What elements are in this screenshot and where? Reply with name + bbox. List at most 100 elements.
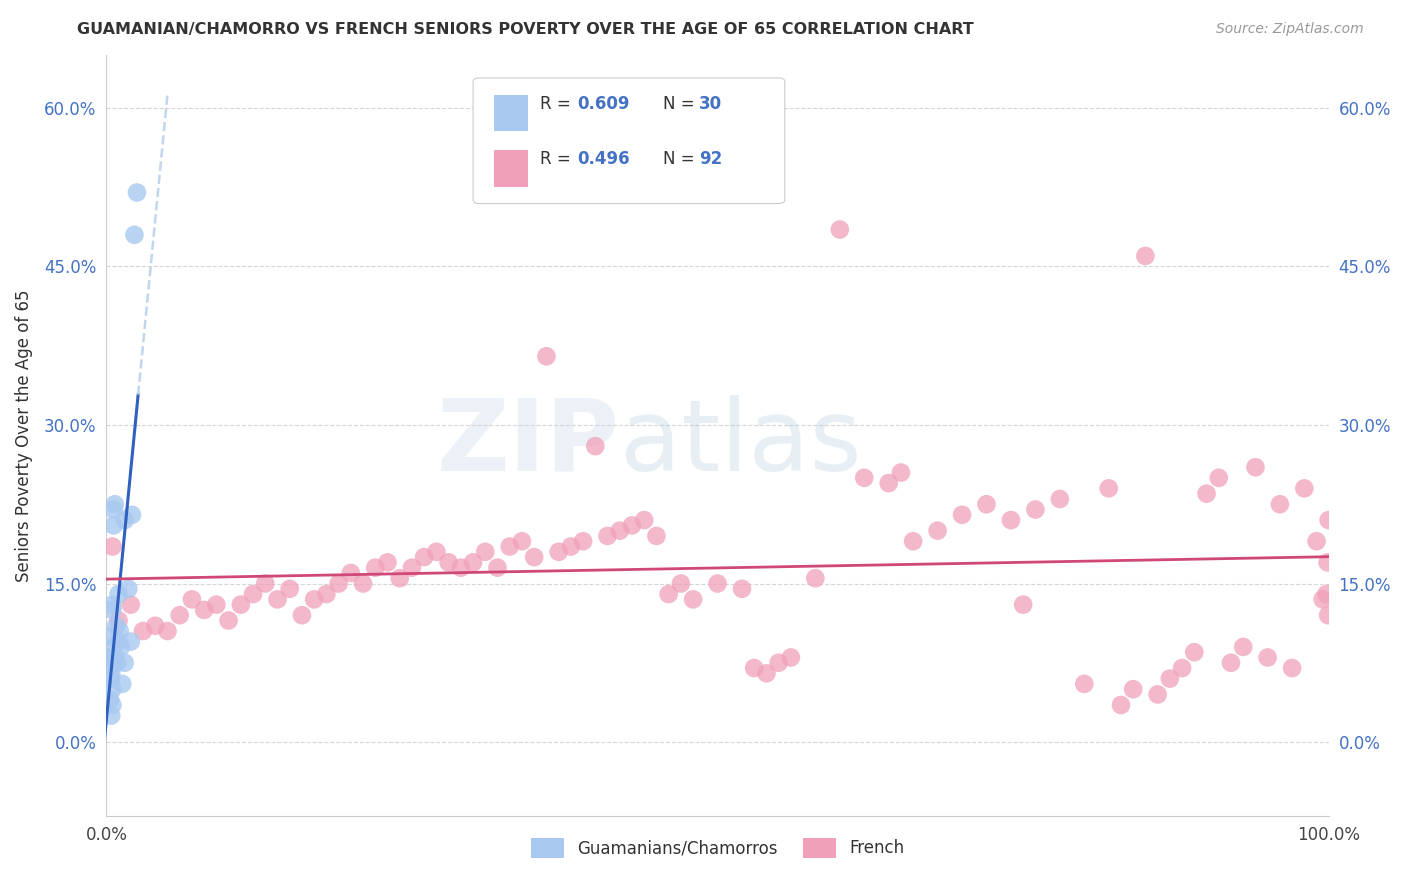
Point [291,608,314,623]
Point [103,518,125,533]
Point [107,634,129,648]
Point [572,534,595,549]
Point [768,656,790,670]
Point [877,476,900,491]
Point [125,186,148,200]
Point [413,550,436,565]
Text: Source: ZipAtlas.com: Source: ZipAtlas.com [1216,22,1364,37]
Point [101,698,124,712]
Point [169,608,191,623]
Point [105,656,128,670]
Point [328,576,350,591]
Point [706,576,728,591]
Point [124,227,146,242]
Point [302,592,325,607]
Point [1257,650,1279,665]
Point [523,550,546,565]
Point [101,682,124,697]
Point [1024,502,1046,516]
Text: 92: 92 [699,150,723,169]
Point [340,566,363,580]
Point [1268,497,1291,511]
Point [180,592,202,607]
Point [388,571,411,585]
Point [474,545,496,559]
Point [1109,698,1132,712]
Point [547,545,569,559]
Point [143,619,166,633]
Point [499,540,522,554]
Point [1305,534,1327,549]
Point [1195,486,1218,500]
Point [596,529,619,543]
Point [890,466,912,480]
Point [609,524,631,538]
Point [1122,682,1144,697]
Point [510,534,533,549]
Point [114,513,136,527]
Point [110,640,132,654]
Text: ZIP: ZIP [437,394,620,491]
Point [1294,482,1316,496]
Text: N =: N = [662,150,699,169]
Point [950,508,973,522]
Point [901,534,924,549]
Point [1182,645,1205,659]
Point [97,650,120,665]
Point [583,439,606,453]
Point [103,502,125,516]
Point [1000,513,1022,527]
Text: GUAMANIAN/CHAMORRO VS FRENCH SENIORS POVERTY OVER THE AGE OF 65 CORRELATION CHAR: GUAMANIAN/CHAMORRO VS FRENCH SENIORS POV… [77,22,974,37]
Point [1012,598,1035,612]
Point [755,666,778,681]
FancyBboxPatch shape [494,150,529,186]
Point [111,677,134,691]
Point [107,614,129,628]
Point [976,497,998,511]
Text: N =: N = [662,95,699,113]
Point [658,587,681,601]
Point [1316,555,1339,569]
Point [1146,688,1168,702]
Point [205,598,228,612]
Point [461,555,484,569]
Point [121,508,143,522]
Point [1220,656,1243,670]
Point [107,587,129,601]
Point [104,497,127,511]
Point [377,555,399,569]
Point [101,540,124,554]
Point [218,614,240,628]
Text: atlas: atlas [620,394,862,491]
Point [853,471,876,485]
Text: 0.609: 0.609 [576,95,630,113]
Point [101,640,124,654]
Point [98,629,121,643]
Text: R =: R = [540,150,576,169]
Point [804,571,827,585]
Point [156,624,179,638]
Point [927,524,949,538]
Point [98,692,121,706]
Point [620,518,643,533]
Point [450,560,472,574]
Point [437,555,460,569]
Point [100,666,122,681]
Legend: Guamanians/Chamorros, French: Guamanians/Chamorros, French [524,831,911,864]
Point [401,560,423,574]
Point [100,708,122,723]
Point [780,650,803,665]
Point [742,661,765,675]
Text: 0.496: 0.496 [576,150,630,169]
Point [364,560,387,574]
Point [1073,677,1095,691]
Point [132,624,155,638]
Point [242,587,264,601]
Point [103,656,125,670]
Point [1312,592,1334,607]
Y-axis label: Seniors Poverty Over the Age of 65: Seniors Poverty Over the Age of 65 [15,289,32,582]
Point [1244,460,1267,475]
Point [536,349,558,363]
Point [669,576,692,591]
Point [1171,661,1194,675]
